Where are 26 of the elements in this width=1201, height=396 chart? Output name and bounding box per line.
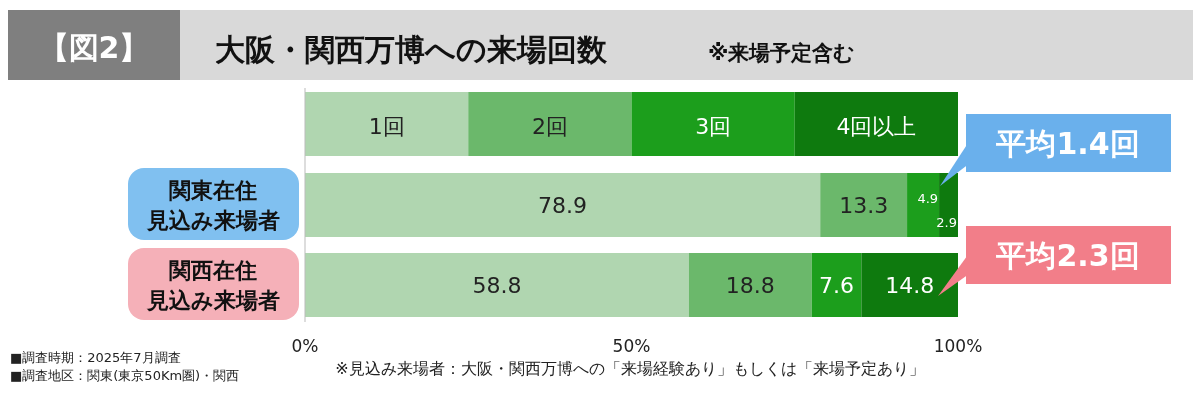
legend-item: 2回 (468, 92, 632, 156)
series-label: 1回 (368, 114, 405, 139)
series-label: 4回以上 (836, 114, 917, 139)
data-label: 58.8 (472, 273, 522, 298)
data-label: 18.8 (725, 273, 775, 298)
chart-title: 【図2】 (38, 30, 150, 65)
text: ■調査時期：2025年7月調査 (10, 350, 181, 365)
y-tick-label: 関西在住見込み来場者 (145, 258, 280, 313)
x-tick-label: 50% (612, 336, 651, 356)
data-label: 4.9 (917, 191, 939, 206)
legend-item: 3回 (631, 92, 795, 156)
data-label: 13.3 (839, 193, 889, 218)
x-tick-label: 0% (291, 336, 319, 356)
data-label: 78.9 (538, 193, 588, 218)
x-tick-label: 100% (933, 336, 983, 356)
text: ■調査地区：関東(東京50Km圏)・関西 (10, 368, 240, 383)
callout: 平均2.3回 (938, 226, 1171, 296)
text: ※見込み来場者：大阪・関西万博への「来場経験あり」もしくは「来場予定あり」 (335, 359, 925, 378)
legend-item: 4回以上 (794, 92, 958, 156)
y-tick-label: 関東在住見込み来場者 (145, 178, 280, 233)
chart-subtitle: 大阪・関西万博への来場回数 (215, 32, 608, 67)
data-label: 14.8 (885, 273, 935, 298)
callout: 平均1.4回 (940, 114, 1171, 186)
data-label: 7.6 (819, 273, 855, 298)
legend-item: 1回 (305, 92, 469, 156)
legend-title: ※来場予定含む (708, 41, 856, 65)
